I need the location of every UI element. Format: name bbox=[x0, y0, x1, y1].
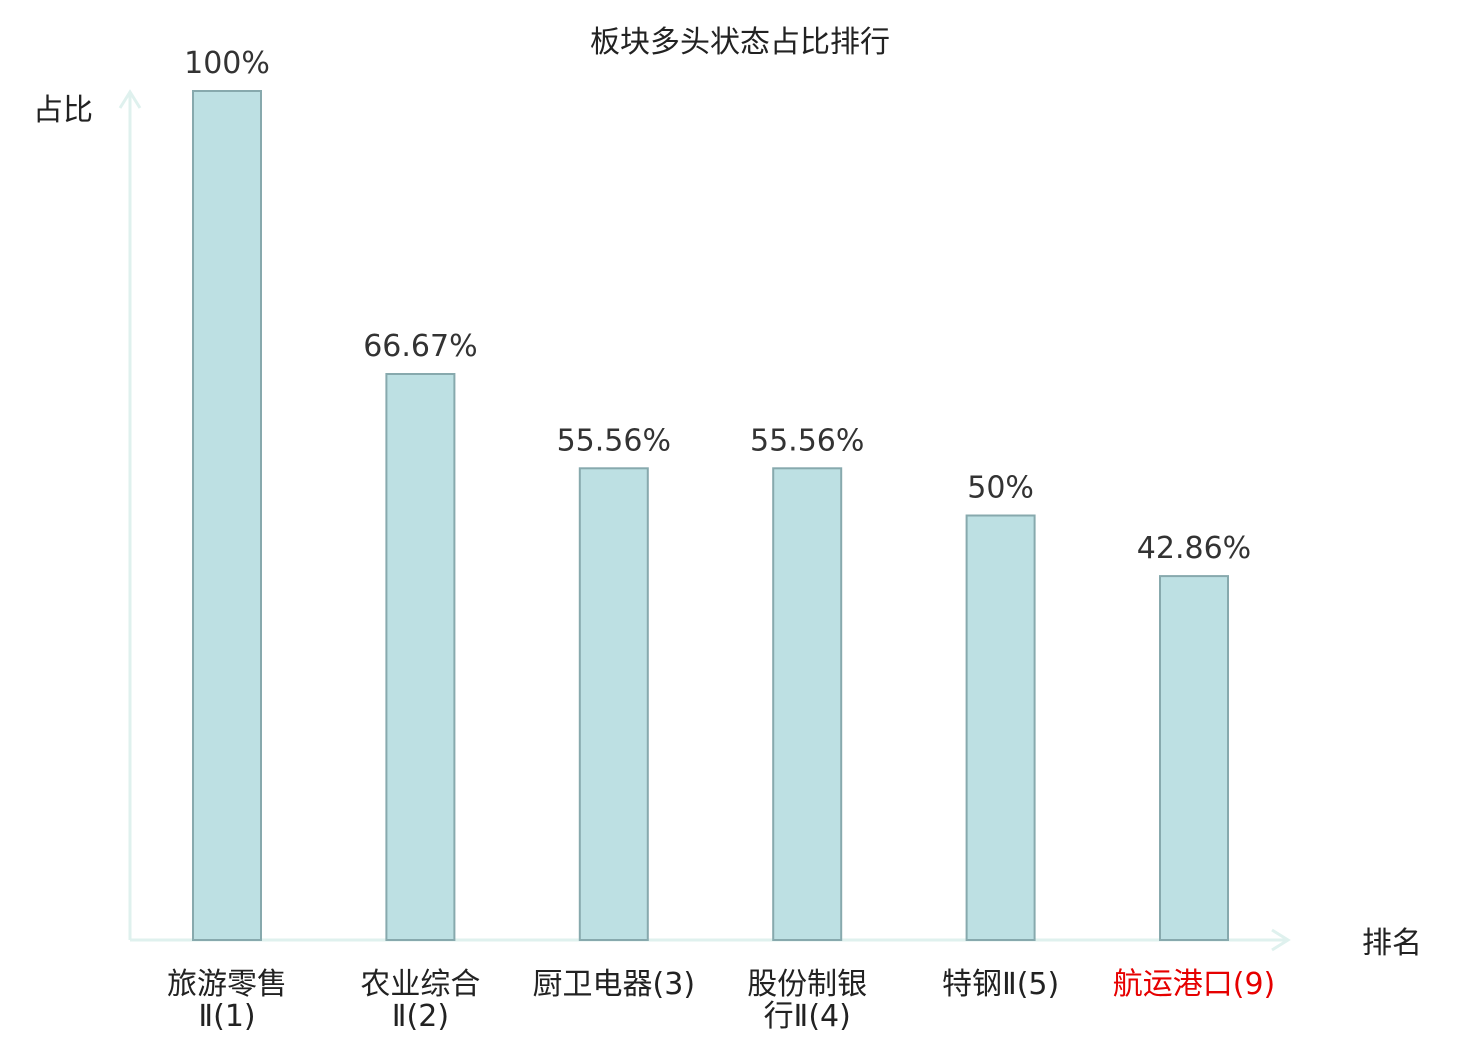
x-tick-label: 航运港口(9) bbox=[1113, 967, 1276, 1002]
x-axis-label: 排名 bbox=[1362, 926, 1422, 961]
bar bbox=[1159, 575, 1229, 941]
bar bbox=[385, 373, 456, 941]
bar bbox=[772, 467, 843, 941]
bar-value-label: 50% bbox=[967, 471, 1034, 506]
bar bbox=[965, 514, 1036, 941]
x-tick-label: 特钢Ⅱ(5) bbox=[942, 967, 1059, 1002]
x-tick-label: 农业综合 bbox=[360, 967, 480, 1002]
x-tick-label: 旅游零售 bbox=[167, 967, 287, 1002]
x-tick-label: 厨卫电器(3) bbox=[533, 967, 696, 1002]
bar-value-label: 66.67% bbox=[363, 329, 477, 364]
x-tick-label: 股份制银 bbox=[747, 967, 867, 1002]
x-tick-label: Ⅱ(1) bbox=[198, 999, 255, 1034]
bar-value-label: 42.86% bbox=[1137, 531, 1251, 566]
x-axis-arrow-icon bbox=[1271, 928, 1291, 952]
x-tick-label: Ⅱ(2) bbox=[392, 999, 449, 1034]
y-axis-arrow-icon bbox=[118, 89, 142, 109]
bar bbox=[192, 90, 262, 941]
chart-title: 板块多头状态占比排行 bbox=[590, 25, 890, 60]
bar-value-label: 100% bbox=[184, 46, 270, 81]
y-axis-label: 占比 bbox=[33, 93, 93, 128]
x-tick-label: 行Ⅱ(4) bbox=[764, 999, 851, 1034]
bar bbox=[578, 467, 649, 941]
bar-value-label: 55.56% bbox=[557, 423, 671, 458]
bar-value-label: 55.56% bbox=[750, 423, 864, 458]
